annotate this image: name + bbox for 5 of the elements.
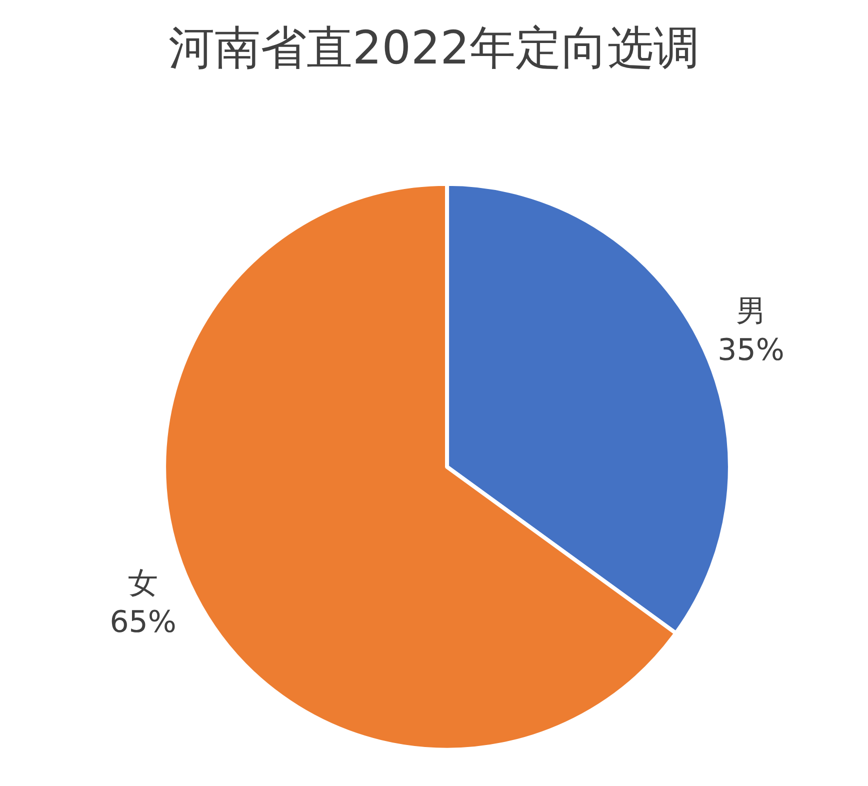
slice-label: 女 xyxy=(128,566,158,601)
slice-label: 男 xyxy=(736,294,766,329)
data-label: 65% xyxy=(110,604,176,640)
data-label: 35% xyxy=(718,332,784,368)
chart-title: 河南省直2022年定向选调 xyxy=(168,20,700,74)
